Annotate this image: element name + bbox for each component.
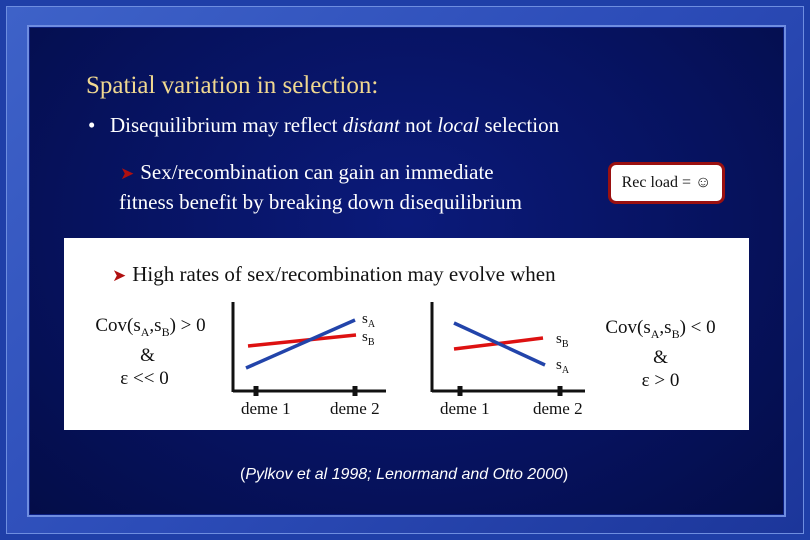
sub-a: A	[650, 326, 660, 341]
cov-prefix: Cov(s	[95, 315, 141, 336]
right-arrow-icon: ➤	[120, 164, 135, 183]
left-amp: &	[140, 344, 155, 366]
right-deme-1-label: deme 1	[440, 399, 490, 418]
bullet-italic-local: local	[437, 113, 480, 137]
s-sub: A	[561, 365, 570, 376]
s-letter: s	[556, 331, 562, 347]
sub-a: A	[140, 324, 150, 339]
right-label-s-a: sA	[556, 357, 569, 376]
cov-comma-s: ,s	[149, 315, 162, 336]
left-line-s-b	[247, 333, 357, 348]
bullet-italic-distant: distant	[342, 113, 400, 137]
s-letter: s	[556, 357, 562, 373]
right-condition: Cov(sA,sB) < 0 & ε > 0	[598, 316, 723, 392]
sub-b: B	[671, 326, 680, 341]
left-label-s-b: sB	[362, 329, 375, 348]
cov-comma-s: ,s	[659, 317, 672, 338]
right-label-s-b: sB	[556, 331, 569, 350]
s-sub: A	[367, 319, 376, 330]
s-letter: s	[362, 311, 368, 327]
bullet-text-middle: not	[399, 113, 438, 137]
slide-title: Spatial variation in selection:	[86, 72, 379, 99]
left-line-s-a	[245, 318, 356, 370]
panel-headline: ➤ High rates of sex/recombination may evo…	[112, 262, 556, 287]
sub-b: B	[161, 324, 170, 339]
right-line-s-a	[453, 321, 546, 367]
left-deme-1-label: deme 1	[241, 399, 291, 418]
rec-load-box: Rec load = ☺	[608, 162, 725, 204]
bullet-marker: •	[88, 113, 96, 137]
right-arrow-icon: ➤	[112, 266, 127, 285]
cov-suffix: ) > 0	[169, 315, 206, 336]
citation-text: Pylkov et al 1998; Lenormand and Otto 20…	[245, 466, 563, 483]
right-epsilon: ε > 0	[641, 369, 680, 391]
left-deme-2-label: deme 2	[330, 399, 380, 418]
bullet-text-before: Disequilibrium may reflect	[110, 113, 343, 137]
citation: (Pylkov et al 1998; Lenormand and Otto 2…	[240, 466, 568, 484]
panel-headline-text: High rates of sex/recombination may evol…	[132, 262, 556, 286]
left-label-s-a: sA	[362, 311, 375, 330]
conditions-panel	[64, 238, 749, 430]
right-amp: &	[653, 346, 668, 368]
bullet-disequilibrium: • Disequilibrium may reflect distant not …	[88, 113, 559, 138]
citation-open: (	[240, 466, 246, 483]
left-condition: Cov(sA,sB) > 0 & ε << 0	[88, 314, 213, 390]
s-sub: B	[367, 337, 375, 348]
left-epsilon: ε << 0	[120, 367, 169, 389]
right-cov: Cov(sA,sB) < 0	[598, 316, 723, 346]
s-letter: s	[362, 329, 368, 345]
left-cov: Cov(sA,sB) > 0	[88, 314, 213, 344]
rec-load-label: Rec load = ☺	[621, 174, 712, 191]
sub-point-line-2: fitness benefit by breaking down disequi…	[119, 190, 523, 214]
right-deme-2-label: deme 2	[533, 399, 583, 418]
bullet-text-after: selection	[479, 113, 560, 137]
cov-suffix: ) < 0	[679, 317, 716, 338]
sub-point: ➤ Sex/recombination can gain an immediate…	[119, 158, 523, 217]
cov-prefix: Cov(s	[605, 317, 651, 338]
sub-point-line-1: Sex/recombination can gain an immediate	[140, 160, 494, 184]
citation-close: )	[562, 466, 569, 483]
s-sub: B	[561, 339, 569, 350]
